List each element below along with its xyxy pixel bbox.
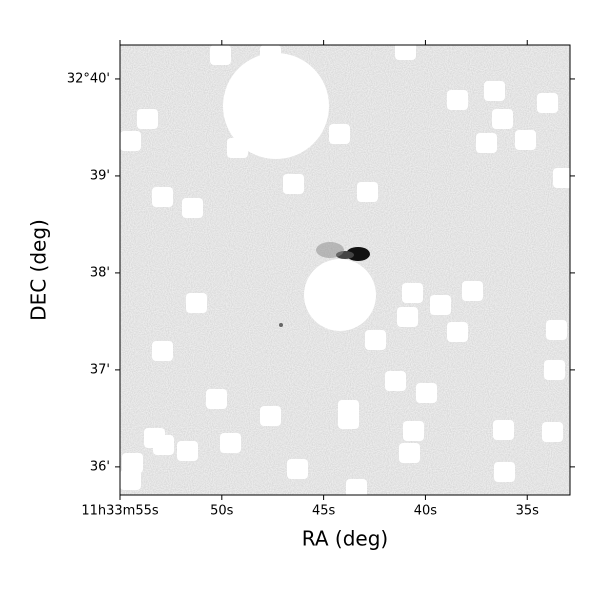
mask — [152, 341, 173, 361]
mask — [186, 293, 207, 313]
mask — [287, 459, 308, 479]
mask — [260, 45, 281, 65]
mask — [553, 168, 570, 188]
mask — [152, 187, 173, 207]
mask — [494, 462, 515, 482]
mask — [447, 322, 468, 342]
mask — [544, 360, 565, 380]
mask — [484, 81, 505, 101]
y-tick-label: 39' — [90, 168, 110, 183]
mask — [515, 130, 536, 150]
mask — [122, 453, 143, 473]
mask — [283, 174, 304, 194]
mask — [220, 433, 241, 453]
mask — [137, 109, 158, 129]
mask — [346, 479, 367, 495]
x-tick-label: 40s — [414, 504, 438, 519]
mask — [357, 182, 378, 202]
masks — [120, 45, 570, 495]
mask — [338, 409, 359, 429]
mask — [177, 441, 198, 461]
mask — [120, 470, 141, 490]
mask — [365, 330, 386, 350]
galaxy — [279, 242, 370, 327]
y-tick-label: 32°40' — [67, 71, 110, 86]
mask — [223, 53, 329, 159]
mask — [492, 109, 513, 129]
mask — [227, 138, 248, 158]
mask — [153, 435, 174, 455]
image — [120, 45, 570, 495]
mask — [210, 45, 231, 65]
mask — [260, 406, 281, 426]
mask — [416, 383, 437, 403]
mask — [402, 283, 423, 303]
mask — [542, 422, 563, 442]
y-tick-label: 38' — [90, 265, 110, 280]
y-axis-label: DEC (deg) — [27, 219, 51, 321]
mask — [430, 295, 451, 315]
frame — [119, 44, 571, 496]
mask — [399, 443, 420, 463]
mask — [537, 93, 558, 113]
x-tick-label: 45s — [312, 504, 336, 519]
mask — [462, 281, 483, 301]
mask — [397, 307, 418, 327]
mask — [476, 133, 497, 153]
mask — [447, 90, 468, 110]
mask — [304, 259, 376, 331]
x-axis-label: RA (deg) — [302, 527, 388, 551]
mask — [120, 131, 141, 151]
x-tick-label: 11h33m55s — [81, 504, 159, 519]
x-tick-label: 50s — [210, 504, 234, 519]
mask — [182, 198, 203, 218]
x-tick-label: 35s — [516, 504, 540, 519]
y-tick-label: 36' — [90, 459, 110, 474]
mask — [403, 421, 424, 441]
y-tick-label: 37' — [90, 362, 110, 377]
mask — [493, 420, 514, 440]
mask — [206, 389, 227, 409]
mask — [385, 371, 406, 391]
mask — [395, 45, 416, 60]
mask — [329, 124, 350, 144]
mask — [546, 320, 567, 340]
